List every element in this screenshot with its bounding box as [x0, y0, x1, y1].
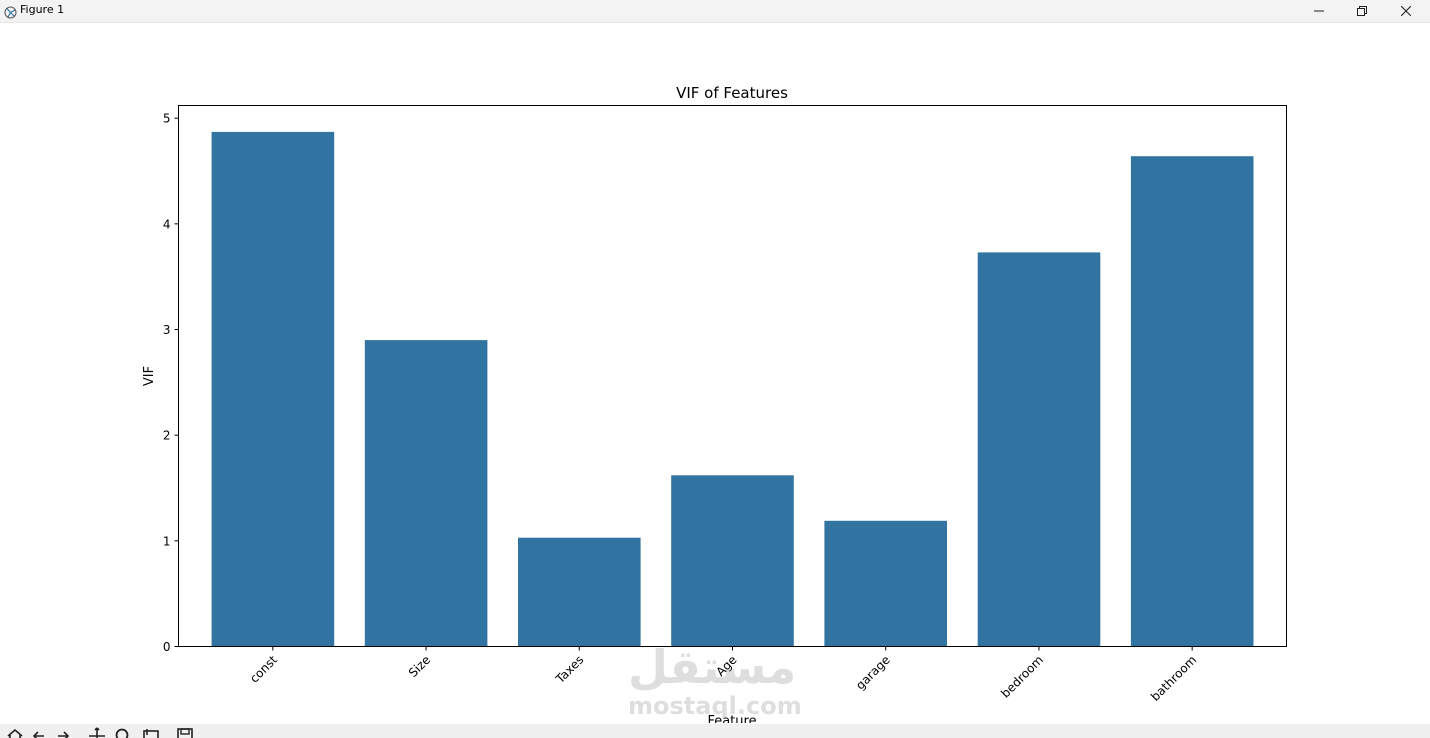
matplotlib-icon: [4, 4, 17, 19]
home-button[interactable]: [6, 727, 24, 738]
x-tick-label: Age: [713, 653, 739, 679]
y-tick-label: 4: [163, 217, 171, 231]
bar-garage: [824, 520, 947, 647]
x-axis-label: Feature: [707, 714, 756, 723]
back-icon: [32, 731, 44, 738]
configure-subplots-button[interactable]: [142, 727, 160, 738]
x-tick-label: garage: [853, 653, 893, 693]
window-title: Figure 1: [20, 3, 65, 16]
maximize-button[interactable]: [1340, 0, 1384, 22]
save-button[interactable]: [176, 727, 194, 738]
bar-age: [671, 475, 794, 647]
figure-canvas[interactable]: 0 1 2 3 4 5 const Size Taxes Age garage bedroom bat…: [0, 23, 1430, 723]
forward-icon: [58, 731, 70, 738]
close-button[interactable]: [1384, 0, 1428, 22]
pan-icon: [89, 727, 105, 738]
y-tick-label: 5: [163, 112, 171, 126]
zoom-icon: [115, 728, 129, 738]
y-tick-label: 1: [163, 534, 171, 548]
home-icon: [7, 728, 23, 738]
bar-bathroom: [1130, 156, 1254, 647]
x-tick-label: const: [247, 653, 280, 686]
save-icon: [177, 728, 193, 738]
bars-group: [211, 131, 1254, 647]
configure-subplots-icon: [143, 729, 159, 738]
y-tick-label: 0: [163, 640, 171, 654]
chart-title: VIF of Features: [676, 84, 788, 102]
y-tick-label: 2: [163, 429, 171, 443]
x-tick-label: Size: [406, 653, 433, 680]
x-tick-label: bathroom: [1148, 653, 1199, 704]
bar-bedroom: [977, 252, 1101, 647]
bar-chart: 0 1 2 3 4 5 const Size Taxes Age garage bedroom bat…: [142, 84, 1287, 723]
pan-button[interactable]: [88, 727, 106, 738]
bar-size: [364, 340, 488, 647]
title-bar: Figure 1: [0, 0, 1430, 23]
y-tick-label: 3: [163, 323, 171, 337]
back-button[interactable]: [30, 727, 48, 738]
zoom-button[interactable]: [114, 727, 132, 738]
bar-taxes: [518, 537, 641, 647]
x-tick-label: bedroom: [998, 653, 1046, 701]
y-axis-label: VIF: [142, 366, 157, 386]
forward-button[interactable]: [54, 727, 72, 738]
bar-const: [211, 131, 335, 647]
x-tick-label: Taxes: [552, 653, 586, 687]
minimize-button[interactable]: [1297, 0, 1341, 22]
y-ticks-group: 0 1 2 3 4 5: [163, 112, 179, 654]
restore-icon: [1357, 6, 1367, 16]
navigation-toolbar: [0, 724, 1430, 738]
x-ticks-group: const Size Taxes Age garage bedroom bathroom: [247, 646, 1199, 704]
close-icon: [1401, 6, 1411, 16]
minimize-icon: [1314, 10, 1324, 12]
